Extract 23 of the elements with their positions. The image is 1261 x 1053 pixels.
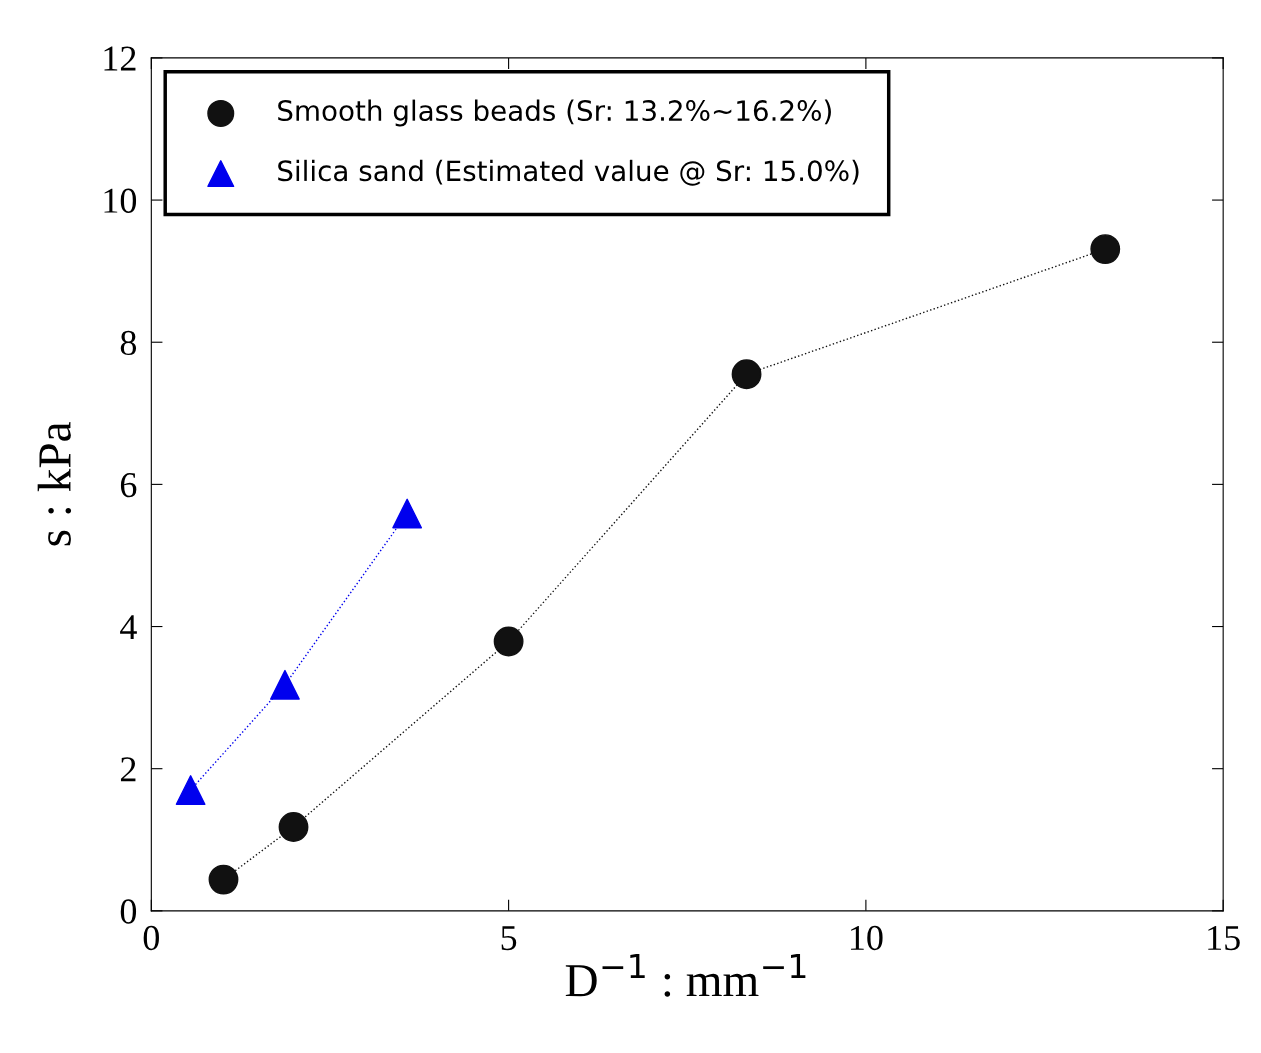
y-tick-label: 0 [120,899,137,924]
y-axis-title: s : kPa [37,422,72,546]
point [270,669,300,700]
y-tick-label: 10 [104,188,137,213]
y-tick-label: 2 [120,757,136,782]
x-tick-label: 10 [851,925,883,951]
y-tick-label: 4 [120,615,137,640]
point [278,812,309,842]
point [731,359,762,390]
x-tick-label: 15 [1208,925,1240,951]
point [1090,234,1121,265]
x-tick-label: 5 [501,926,517,951]
y-tick-label: 12 [104,46,136,71]
y-tick-label: 8 [120,330,137,356]
legend-label: Smooth glass beads (Sr: 13.2%∼16.2%) [278,99,831,127]
y-tick-label: 6 [120,473,137,498]
legend-label: Silica sand (Estimated value @ Sr: 15.0%) [278,159,859,186]
point [493,626,524,657]
x-tick-label: 0 [143,925,159,951]
point [208,864,239,895]
x-axis-title: D$^{−1}$ : mm$^{−1}$ [565,953,806,997]
point [175,775,206,805]
point [392,498,423,529]
